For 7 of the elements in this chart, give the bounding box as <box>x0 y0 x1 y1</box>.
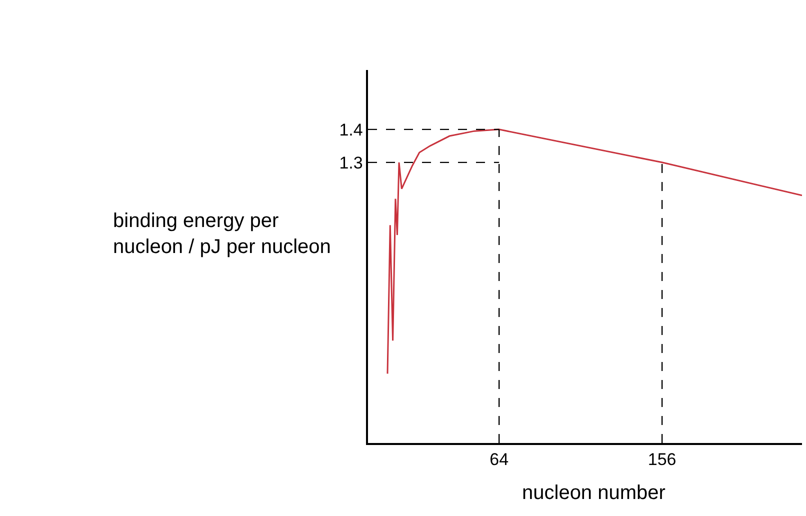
y-tick-label: 1.3 <box>339 153 363 172</box>
x-tick-label: 156 <box>648 450 676 470</box>
y-tick-label: 1.4 <box>339 120 363 140</box>
line-series <box>386 128 802 374</box>
y-axis-title: binding energy per nucleon / pJ per nucleon <box>113 210 331 258</box>
x-axis-title: nucleon number <box>522 482 666 504</box>
x-tick-label: 64 <box>490 450 509 470</box>
